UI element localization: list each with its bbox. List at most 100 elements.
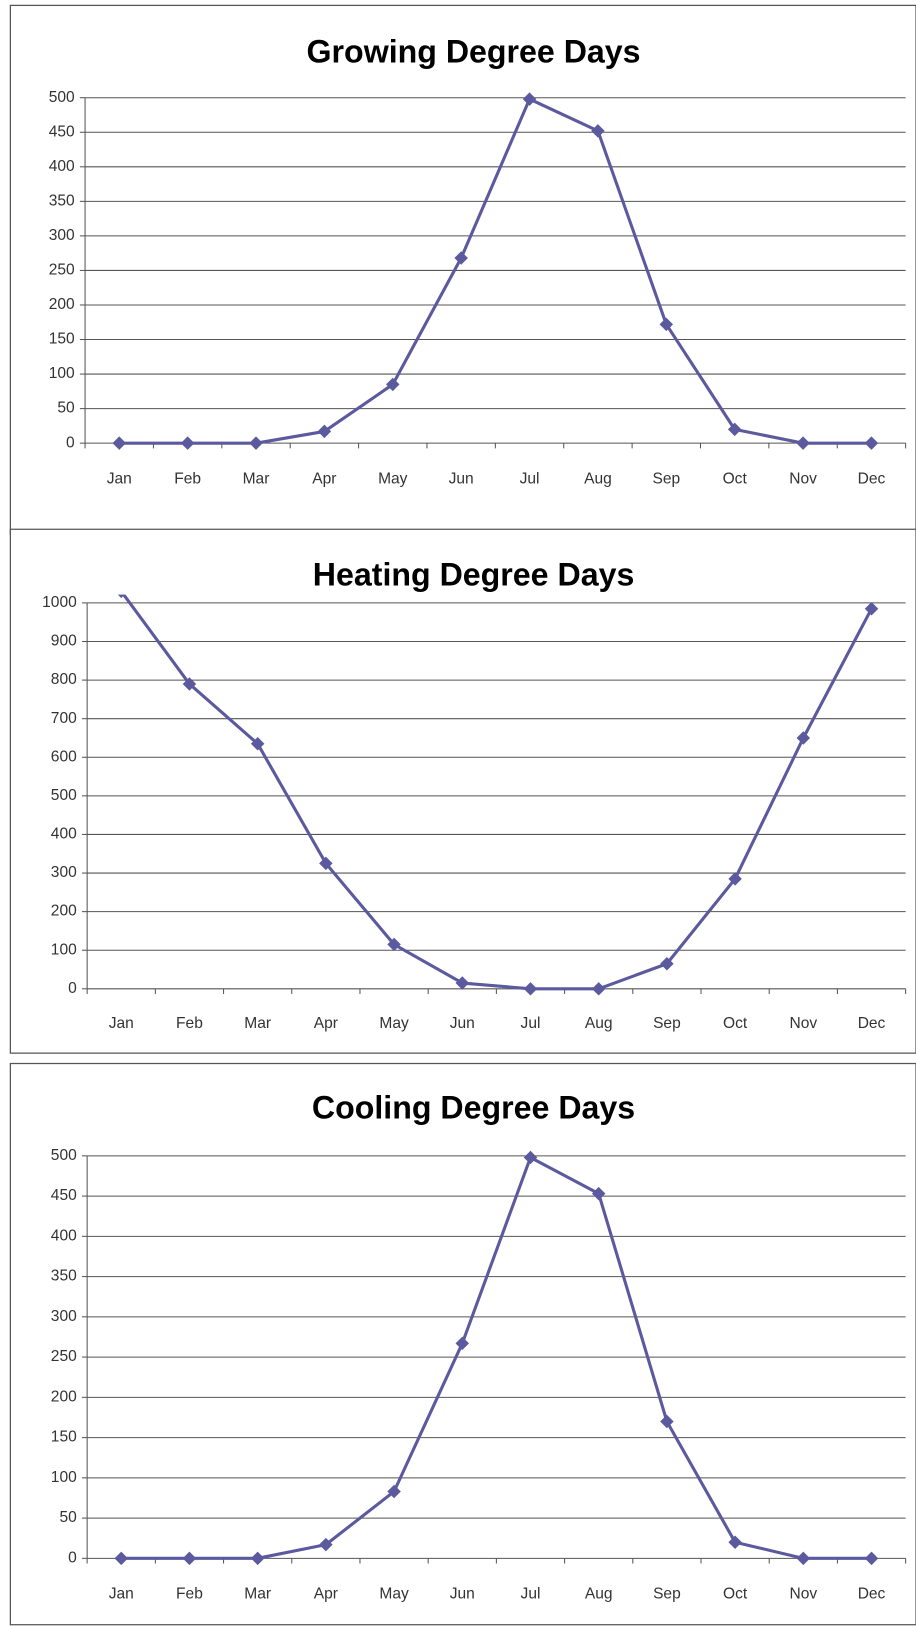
y-tick-label: 500 (49, 89, 75, 106)
chart-title: Cooling Degree Days (312, 1090, 635, 1126)
x-tick-label: Aug (584, 471, 612, 488)
x-tick-label: May (379, 1586, 409, 1603)
y-tick-label: 300 (51, 864, 77, 881)
x-tick-label: Oct (723, 1586, 748, 1603)
marker (864, 1551, 879, 1566)
y-tick-label: 600 (51, 748, 77, 765)
chart-title: Heating Degree Days (313, 556, 635, 592)
marker (796, 1551, 811, 1566)
marker (523, 1150, 538, 1165)
plot-area (114, 1150, 879, 1566)
marker (455, 1336, 470, 1351)
line (121, 594, 873, 991)
y-tick-label: 150 (51, 1429, 77, 1446)
x-tick-label: Mar (244, 1015, 271, 1032)
plot-area (112, 92, 879, 450)
line (119, 97, 872, 445)
marker (591, 1186, 606, 1201)
marker (523, 982, 538, 996)
x-tick-label: Apr (314, 1015, 338, 1032)
x-tick-label: Jan (109, 1586, 134, 1603)
x-tick-label: May (379, 1015, 409, 1032)
y-tick-label: 100 (51, 941, 77, 958)
y-tick-label: 50 (59, 1509, 77, 1526)
y-tick-label: 150 (49, 331, 75, 348)
marker (864, 436, 879, 450)
marker (660, 1414, 674, 1429)
x-tick-label: Apr (314, 1586, 338, 1603)
marker (728, 1535, 742, 1549)
chart-frame (9, 528, 916, 1054)
y-tick-label: 1000 (42, 594, 77, 611)
y-tick-label: 200 (51, 1388, 77, 1405)
y-tick-label: 0 (68, 980, 77, 997)
plot-area (117, 594, 879, 996)
x-tick-label: Aug (585, 1586, 613, 1603)
x-tick-label: Apr (312, 471, 336, 488)
chart-title: Growing Degree Days (307, 34, 641, 70)
x-tick-label: Feb (176, 1586, 203, 1603)
marker (660, 956, 674, 971)
y-tick-label: 350 (51, 1268, 77, 1285)
y-tick-label: 400 (51, 1227, 77, 1244)
marker (727, 422, 742, 437)
x-tick-label: Jun (449, 471, 474, 488)
marker (591, 124, 605, 138)
y-tick-label: 300 (49, 227, 75, 244)
x-tick-label: Sep (653, 1586, 681, 1603)
marker (796, 731, 811, 745)
x-tick-label: Jun (450, 1015, 475, 1032)
x-tick-label: Mar (243, 471, 270, 488)
marker (796, 436, 810, 450)
y-tick-label: 250 (49, 262, 75, 279)
marker (522, 92, 537, 106)
marker (728, 872, 742, 886)
y-tick-label: 0 (68, 1549, 77, 1566)
x-tick-label: Sep (653, 1015, 681, 1032)
y-tick-label: 200 (51, 903, 77, 920)
marker (387, 937, 401, 952)
x-tick-label: May (378, 471, 408, 488)
x-tick-label: Feb (176, 1015, 203, 1032)
x-tick-label: Aug (585, 1015, 613, 1032)
marker (387, 1484, 401, 1499)
x-tick-label: Oct (723, 1015, 748, 1032)
y-tick-label: 300 (51, 1308, 77, 1325)
y-tick-label: 250 (51, 1348, 77, 1365)
marker (454, 251, 468, 265)
x-tick-label: Sep (652, 471, 680, 488)
x-tick-label: Dec (858, 1586, 886, 1603)
marker (182, 1551, 197, 1566)
marker (180, 436, 195, 450)
y-tick-label: 0 (66, 434, 75, 451)
x-tick-label: Nov (789, 1586, 817, 1603)
x-tick-label: Dec (858, 471, 886, 488)
marker (386, 377, 400, 392)
y-tick-label: 500 (51, 787, 77, 804)
y-tick-label: 450 (49, 123, 75, 140)
x-tick-label: Dec (858, 1015, 886, 1032)
line (121, 1155, 872, 1560)
x-tick-label: Oct (723, 471, 748, 488)
y-tick-label: 100 (51, 1469, 77, 1486)
y-tick-label: 700 (51, 710, 77, 727)
y-tick-label: 450 (51, 1187, 77, 1204)
y-tick-label: 400 (49, 158, 75, 175)
marker (117, 594, 125, 599)
marker (591, 982, 606, 996)
x-tick-label: Jun (450, 1586, 475, 1603)
y-tick-label: 100 (49, 365, 75, 382)
x-tick-label: Jan (109, 1015, 134, 1032)
y-tick-label: 400 (51, 826, 77, 843)
x-tick-label: Jan (107, 471, 132, 488)
marker (250, 1551, 265, 1566)
marker (319, 856, 333, 871)
marker (182, 677, 197, 691)
marker (455, 976, 470, 990)
x-tick-label: Nov (789, 471, 817, 488)
y-tick-label: 50 (57, 400, 75, 417)
y-tick-label: 900 (51, 633, 77, 650)
marker (317, 424, 332, 439)
